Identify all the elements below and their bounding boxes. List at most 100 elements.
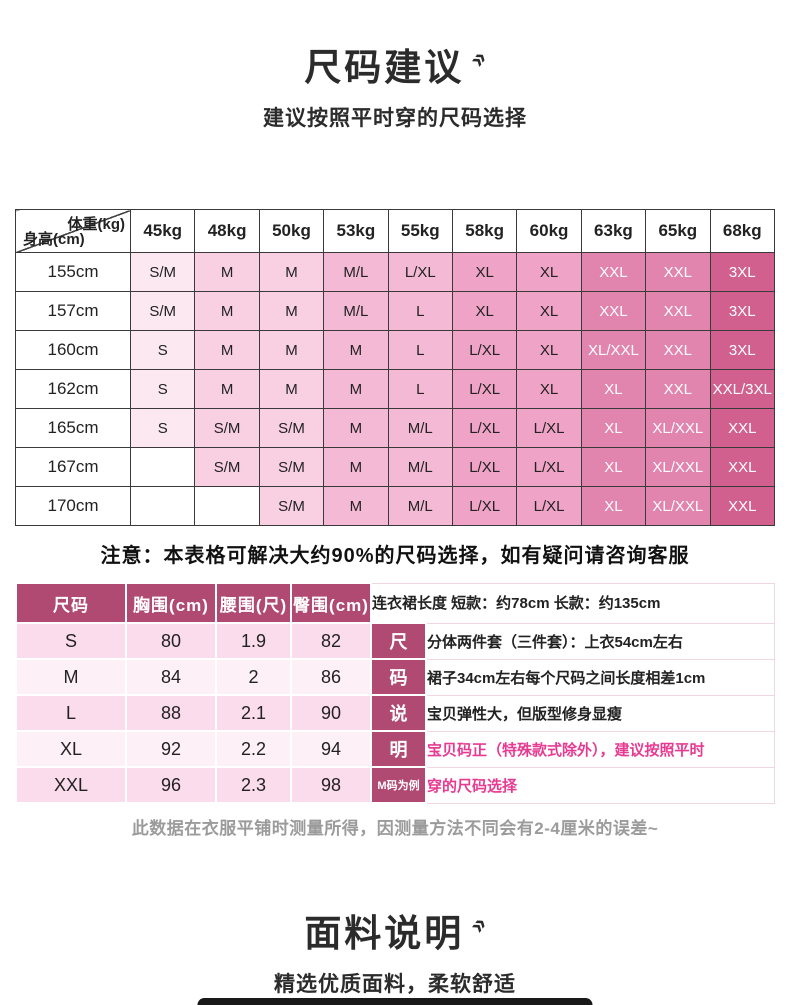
measure-row: XXL 96 2.3 98 M码为例 穿的尺码选择 xyxy=(15,766,775,804)
size-guide-page: 尺码建议» 建议按照平时穿的尺码选择 体重(kg) 身高(cm) 45kg 48k… xyxy=(0,36,790,1005)
fabric-title-text: 面料说明 xyxy=(304,913,465,954)
size-cell: L xyxy=(387,330,453,370)
side-label: 码 xyxy=(370,658,427,696)
size-cell: XL/XXL xyxy=(645,447,711,487)
size-cell: L/XL xyxy=(451,369,518,409)
measure-value: 2.3 xyxy=(215,766,292,804)
size-cell: L/XL xyxy=(516,486,582,526)
size-label: S xyxy=(15,622,127,660)
weight-header: 55kg xyxy=(387,209,453,253)
size-cell: S xyxy=(129,408,196,448)
weight-axis-label: 体重(kg) xyxy=(67,216,126,233)
height-axis-label: 身高(cm) xyxy=(23,231,85,248)
weight-header: 53kg xyxy=(323,209,389,253)
size-cell: XL xyxy=(580,369,647,409)
size-cell: XL/XXL xyxy=(580,330,647,370)
size-cell: XL xyxy=(451,291,518,331)
size-cell: L/XL xyxy=(387,252,453,292)
size-table-row: 160cm S M M M L L/XL XL XL/XXL XXL 3XL xyxy=(15,330,776,370)
measure-row: S 80 1.9 82 尺分体两件套（三件套）：上衣54cm左右 xyxy=(15,622,775,660)
size-cell: M xyxy=(323,486,389,526)
height-label: 160cm xyxy=(15,330,131,370)
size-cell: XL xyxy=(516,369,582,409)
size-cell: S xyxy=(129,369,196,409)
size-note-line: 宝贝弹性大，但版型修身显瘦 xyxy=(425,694,775,732)
size-note-line: 穿的尺码选择 xyxy=(425,766,775,804)
side-label: M码为例 xyxy=(370,766,427,804)
size-cell: XXL xyxy=(645,291,711,331)
measure-row: L 88 2.1 90 说宝贝弹性大，但版型修身显瘦 xyxy=(15,694,775,732)
size-cell: L/XL xyxy=(451,408,518,448)
size-cell: XXL xyxy=(709,447,776,487)
height-label: 170cm xyxy=(15,486,131,526)
section-title-fabric: 面料说明» xyxy=(0,902,790,957)
size-cell: 3XL xyxy=(709,330,776,370)
size-note-line: 分体两件套（三件套）：上衣54cm左右 xyxy=(425,622,775,660)
size-cell: XXL xyxy=(580,291,647,331)
measure-header: 尺码 xyxy=(15,582,127,624)
size-cell: XL/XXL xyxy=(645,486,711,526)
measure-value: 98 xyxy=(290,766,372,804)
size-table-row: 165cm S S/M S/M M M/L L/XL L/XL XL XL/XXL XXL xyxy=(15,408,776,448)
size-cell: XXL xyxy=(709,486,776,526)
measure-header: 胸围(cm) xyxy=(125,582,217,624)
measure-value: 1.9 xyxy=(215,622,292,660)
size-table-row: 157cm S/M M M M/L L XL XL XXL XXL 3XL xyxy=(15,291,776,331)
weight-header: 68kg xyxy=(709,209,776,253)
size-cell: M/L xyxy=(323,252,389,292)
size-cell: S/M xyxy=(129,252,196,292)
size-cell: L/XL xyxy=(516,447,582,487)
size-label: M xyxy=(15,658,127,696)
section-title-size: 尺码建议» xyxy=(0,36,790,91)
size-cell: L/XL xyxy=(451,447,518,487)
side-label: 说 xyxy=(370,694,427,732)
size-cell: M/L xyxy=(387,486,453,526)
weight-header: 58kg xyxy=(451,209,518,253)
size-cell: L/XL xyxy=(451,486,518,526)
size-cell: XXL xyxy=(645,330,711,370)
weight-header: 63kg xyxy=(580,209,647,253)
size-cell: XXL/3XL xyxy=(709,369,776,409)
size-cell: XL/XXL xyxy=(645,408,711,448)
size-cell: M xyxy=(323,330,389,370)
weight-header: 48kg xyxy=(194,209,260,253)
side-label: 明 xyxy=(370,730,427,768)
size-cell: 3XL xyxy=(709,252,776,292)
size-cell: M/L xyxy=(387,447,453,487)
size-table-header-row: 体重(kg) 身高(cm) 45kg 48kg 50kg 53kg 55kg 58kg 60… xyxy=(15,209,776,253)
height-label: 155cm xyxy=(15,252,131,292)
size-cell: XL xyxy=(516,252,582,292)
size-cell: XXL xyxy=(709,408,776,448)
size-table-row: 167cm S/M S/M M M/L L/XL L/XL XL XL/XXL XXL xyxy=(15,447,776,487)
size-cell xyxy=(129,486,196,526)
size-cell: XXL xyxy=(645,252,711,292)
measure-header: 腰围(尺) xyxy=(215,582,292,624)
weight-header: 60kg xyxy=(516,209,582,253)
size-cell: S/M xyxy=(258,486,325,526)
size-note-line: 宝贝码正（特殊款式除外），建议按照平时 xyxy=(425,730,775,768)
measurement-table: 尺码 胸围(cm) 腰围(尺) 臀围(cm) 连衣裙长度 短款：约78cm 长款：约13… xyxy=(15,582,775,804)
height-label: 165cm xyxy=(15,408,131,448)
size-cell: M/L xyxy=(387,408,453,448)
measure-value: 82 xyxy=(290,622,372,660)
size-cell: L/XL xyxy=(451,330,518,370)
size-label: L xyxy=(15,694,127,732)
height-label: 162cm xyxy=(15,369,131,409)
size-cell: L/XL xyxy=(516,408,582,448)
size-cell: L xyxy=(387,291,453,331)
measure-value: 96 xyxy=(125,766,217,804)
size-cell: M xyxy=(323,369,389,409)
size-table-row: 162cm S M M M L L/XL XL XL XXL XXL/3XL xyxy=(15,369,776,409)
size-label: XXL xyxy=(15,766,127,804)
size-table-row: 155cm S/M M M M/L L/XL XL XL XXL XXL 3XL xyxy=(15,252,776,292)
size-cell: M xyxy=(194,252,260,292)
size-cell: M xyxy=(258,252,325,292)
measure-value: 88 xyxy=(125,694,217,732)
size-cell: S/M xyxy=(258,447,325,487)
size-cell: 3XL xyxy=(709,291,776,331)
size-table-row: 170cm S/M M M/L L/XL L/XL XL XL/XXL XXL xyxy=(15,486,776,526)
measure-row: M 84 2 86 码裙子34cm左右每个尺码之间长度相差1cm xyxy=(15,658,775,696)
size-cell xyxy=(129,447,196,487)
measure-footnote: 此数据在衣服平铺时测量所得，因测量方法不同会有2-4厘米的误差~ xyxy=(131,819,659,838)
weight-header: 45kg xyxy=(129,209,196,253)
